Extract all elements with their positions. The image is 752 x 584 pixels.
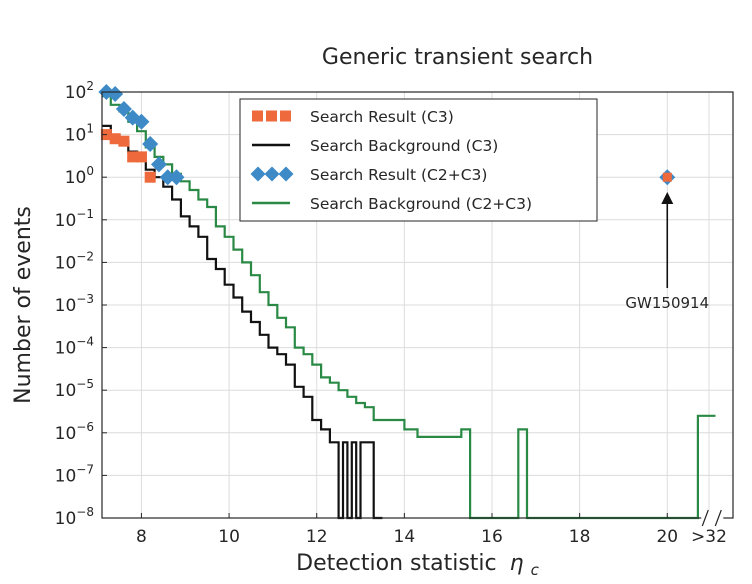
legend-swatch xyxy=(280,110,291,122)
x-axis-label-symbol: η xyxy=(510,551,524,576)
x-axis-label-subscript: c xyxy=(531,561,540,579)
y-tick-base: 10 xyxy=(55,381,77,401)
legend: Search Result (C3) Search Background (C3)… xyxy=(239,98,598,222)
x-axis-label-text: Detection statistic xyxy=(296,551,496,576)
y-tick-label: 101 xyxy=(65,122,94,146)
x-tick-label: 16 xyxy=(481,527,503,547)
series-point xyxy=(144,171,156,183)
y-tick-label: 10−6 xyxy=(55,420,94,444)
y-tick-base: 10 xyxy=(55,211,77,231)
series-point xyxy=(168,169,185,186)
legend-label: Search Result (C3) xyxy=(310,108,454,126)
series-point xyxy=(109,133,121,145)
axis-break-mark xyxy=(714,509,722,527)
y-tick-base: 10 xyxy=(55,424,77,444)
y-tick-label: 10−8 xyxy=(55,505,94,529)
y-tick-exponent: −4 xyxy=(76,335,94,349)
series-line xyxy=(102,95,716,520)
y-tick-base: 10 xyxy=(65,168,87,188)
legend-swatch xyxy=(252,110,263,122)
series-point xyxy=(133,113,150,130)
y-tick-base: 10 xyxy=(55,253,77,273)
y-tick-exponent: −1 xyxy=(76,207,94,221)
series-point xyxy=(135,151,147,163)
y-tick-exponent: −5 xyxy=(76,377,94,391)
series-point xyxy=(107,85,124,102)
legend-swatch xyxy=(266,110,277,122)
series-point xyxy=(127,151,139,163)
y-axis-label: Number of events xyxy=(11,206,36,404)
x-tick-label: 10 xyxy=(218,527,240,547)
y-tick-exponent: −8 xyxy=(76,505,94,519)
y-tick-label: 102 xyxy=(65,79,94,103)
x-tick-label: 8 xyxy=(136,527,147,547)
x-tick-label: 20 xyxy=(656,527,678,547)
legend-swatch xyxy=(278,166,294,182)
y-tick-label: 10−4 xyxy=(55,335,94,359)
legend-label: Search Background (C2+C3) xyxy=(310,195,532,213)
legend-label: Search Result (C2+C3) xyxy=(310,166,487,184)
y-tick-label: 10−2 xyxy=(55,249,94,273)
gw150914-point xyxy=(662,172,672,182)
y-tick-exponent: −2 xyxy=(76,249,94,263)
series-point xyxy=(115,100,132,117)
y-tick-base: 10 xyxy=(55,509,77,529)
chart-title: Generic transient search xyxy=(322,45,593,70)
legend-label: Search Background (C3) xyxy=(310,137,498,155)
axis-ticks: 10−810−710−610−510−410−310−210−110010110… xyxy=(55,79,727,547)
y-tick-exponent: −3 xyxy=(76,292,94,306)
y-tick-exponent: −7 xyxy=(76,462,94,476)
series-point xyxy=(150,156,167,173)
y-tick-label: 100 xyxy=(65,164,94,188)
x-tick-label: 14 xyxy=(394,527,416,547)
legend-box xyxy=(239,98,598,222)
annotation-arrow-head xyxy=(661,191,674,204)
y-tick-label: 10−1 xyxy=(55,207,94,231)
axis-break-mark xyxy=(701,509,709,527)
y-tick-exponent: 1 xyxy=(86,122,94,136)
y-tick-label: 10−3 xyxy=(55,292,94,316)
y-tick-base: 10 xyxy=(65,83,87,103)
series-point xyxy=(118,135,130,147)
y-tick-label: 10−5 xyxy=(55,377,94,401)
x-axis-label: Detection statistic η c xyxy=(296,551,539,579)
y-tick-exponent: −6 xyxy=(76,420,94,434)
x-tick-label: 12 xyxy=(306,527,328,547)
x-break-tick-label: >32 xyxy=(691,527,727,547)
x-tick-label: 18 xyxy=(569,527,591,547)
y-tick-label: 10−7 xyxy=(55,462,94,486)
series-point xyxy=(159,169,176,186)
y-tick-base: 10 xyxy=(55,339,77,359)
y-tick-base: 10 xyxy=(65,126,87,146)
y-tick-base: 10 xyxy=(55,466,77,486)
legend-swatch xyxy=(264,166,280,182)
legend-swatch xyxy=(250,166,266,182)
plot-series xyxy=(98,84,716,520)
y-tick-exponent: 0 xyxy=(86,164,94,178)
y-tick-base: 10 xyxy=(55,296,77,316)
annotation-label: GW150914 xyxy=(625,294,709,312)
annotations: GW150914 xyxy=(625,191,709,312)
series-point xyxy=(142,136,159,153)
y-tick-exponent: 2 xyxy=(86,79,94,93)
